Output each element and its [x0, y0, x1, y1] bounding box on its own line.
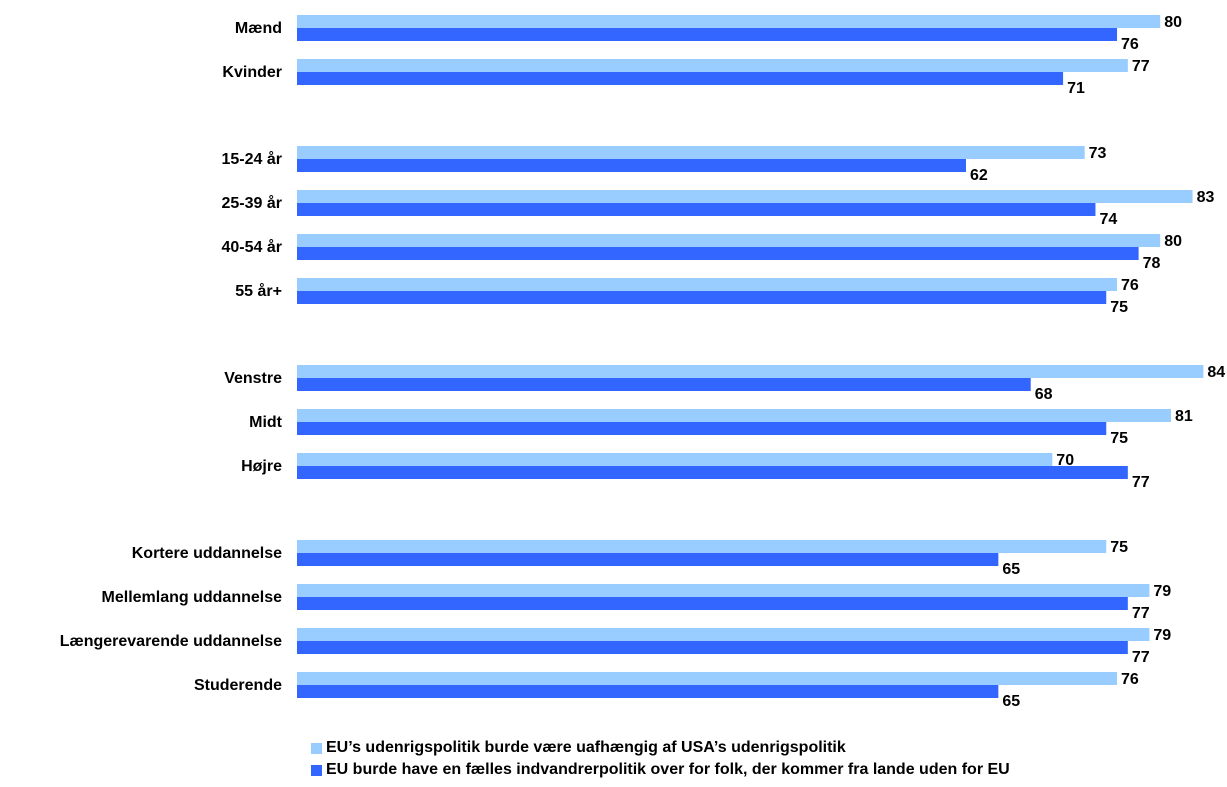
legend-label-series-1: EU’s udenrigspolitik burde være uafhængi…: [326, 739, 846, 756]
category-label: Mænd: [235, 20, 282, 37]
bar-series-1: [297, 234, 1161, 247]
value-label-series-2: 68: [1035, 386, 1053, 403]
bar-series-1: [297, 278, 1118, 291]
category-label: Studerende: [194, 677, 282, 694]
value-label-series-1: 81: [1175, 408, 1193, 425]
category-label: 55 år+: [235, 282, 282, 300]
bar-series-2: [297, 641, 1128, 654]
category-group: Kvinder 77 71: [222, 58, 1149, 97]
bar-series-2: [297, 378, 1031, 391]
bar-series-2: [297, 553, 999, 566]
category-group: Venstre 84 68: [224, 364, 1225, 403]
value-label-series-1: 80: [1164, 14, 1182, 31]
bar-series-1: [297, 540, 1107, 553]
bar-series-2: [297, 72, 1064, 85]
bar-series-1: [297, 190, 1193, 203]
value-label-series-1: 83: [1197, 189, 1215, 206]
bar-series-1: [297, 59, 1128, 72]
value-label-series-2: 78: [1143, 255, 1161, 272]
value-label-series-2: 65: [1002, 561, 1020, 578]
category-label: 15-24 år: [222, 150, 283, 168]
value-label-series-2: 62: [970, 167, 988, 184]
legend-label-series-2: EU burde have en fælles indvandrerpoliti…: [326, 761, 1010, 778]
category-label: Mellemlang uddannelse: [102, 589, 283, 606]
category-label: Midt: [249, 414, 283, 431]
legend-item-series-1: EU’s udenrigspolitik burde være uafhængi…: [311, 737, 1010, 759]
category-label: Kvinder: [222, 64, 282, 81]
category-group: Højre 70 77: [241, 452, 1150, 491]
value-label-series-1: 76: [1121, 671, 1139, 688]
bar-series-2: [297, 203, 1096, 216]
bar-series-1: [297, 584, 1150, 597]
value-label-series-2: 77: [1132, 474, 1150, 491]
legend-item-series-2: EU burde have en fælles indvandrerpoliti…: [311, 759, 1010, 781]
value-label-series-1: 80: [1164, 233, 1182, 250]
value-label-series-1: 84: [1207, 364, 1225, 381]
value-label-series-2: 71: [1067, 80, 1085, 97]
value-label-series-2: 77: [1132, 605, 1150, 622]
category-label: Længerevarende uddannelse: [60, 633, 282, 650]
category-group: Studerende 76 65: [194, 671, 1139, 710]
legend-swatch-series-1: [311, 742, 322, 754]
category-group: 25-39 år 83 74: [222, 189, 1215, 228]
bar-series-2: [297, 28, 1118, 41]
bar-chart: Mænd 80 76 Kvinder 77 71 15-24 år 73 62 25-39 år 8…: [60, 14, 1226, 710]
bar-series-2: [297, 422, 1107, 435]
bar-series-2: [297, 247, 1139, 260]
category-group: 55 år+ 76 75: [235, 277, 1139, 316]
bar-series-1: [297, 672, 1118, 685]
category-label: Kortere uddannelse: [132, 545, 282, 562]
bar-series-2: [297, 685, 999, 698]
category-label: 25-39 år: [222, 194, 283, 212]
value-label-series-2: 76: [1121, 36, 1139, 53]
bar-series-2: [297, 291, 1107, 304]
value-label-series-2: 77: [1132, 649, 1150, 666]
category-group: Mænd 80 76: [235, 14, 1182, 53]
value-label-series-2: 65: [1002, 693, 1020, 710]
value-label-series-1: 76: [1121, 277, 1139, 294]
category-group: Kortere uddannelse 75 65: [132, 539, 1128, 578]
bar-series-1: [297, 453, 1053, 466]
bar-series-1: [297, 628, 1150, 641]
bar-series-2: [297, 597, 1128, 610]
category-group: 15-24 år 73 62: [222, 145, 1107, 184]
category-label: 40-54 år: [222, 238, 283, 256]
bar-series-1: [297, 409, 1171, 422]
bar-series-1: [297, 15, 1161, 28]
bar-series-2: [297, 159, 966, 172]
legend: EU’s udenrigspolitik burde være uafhængi…: [311, 737, 1010, 781]
value-label-series-1: 79: [1153, 583, 1171, 600]
value-label-series-2: 75: [1110, 430, 1128, 447]
value-label-series-2: 75: [1110, 299, 1128, 316]
category-label: Venstre: [224, 370, 282, 387]
value-label-series-1: 73: [1089, 145, 1107, 162]
value-label-series-1: 70: [1056, 452, 1074, 469]
bar-series-1: [297, 146, 1085, 159]
value-label-series-2: 74: [1099, 211, 1117, 228]
value-label-series-1: 75: [1110, 539, 1128, 556]
category-label: Højre: [241, 458, 282, 475]
value-label-series-1: 79: [1153, 627, 1171, 644]
bar-series-1: [297, 365, 1204, 378]
category-group: Midt 81 75: [249, 408, 1193, 447]
value-label-series-1: 77: [1132, 58, 1150, 75]
legend-swatch-series-2: [311, 764, 322, 776]
bar-series-2: [297, 466, 1128, 479]
